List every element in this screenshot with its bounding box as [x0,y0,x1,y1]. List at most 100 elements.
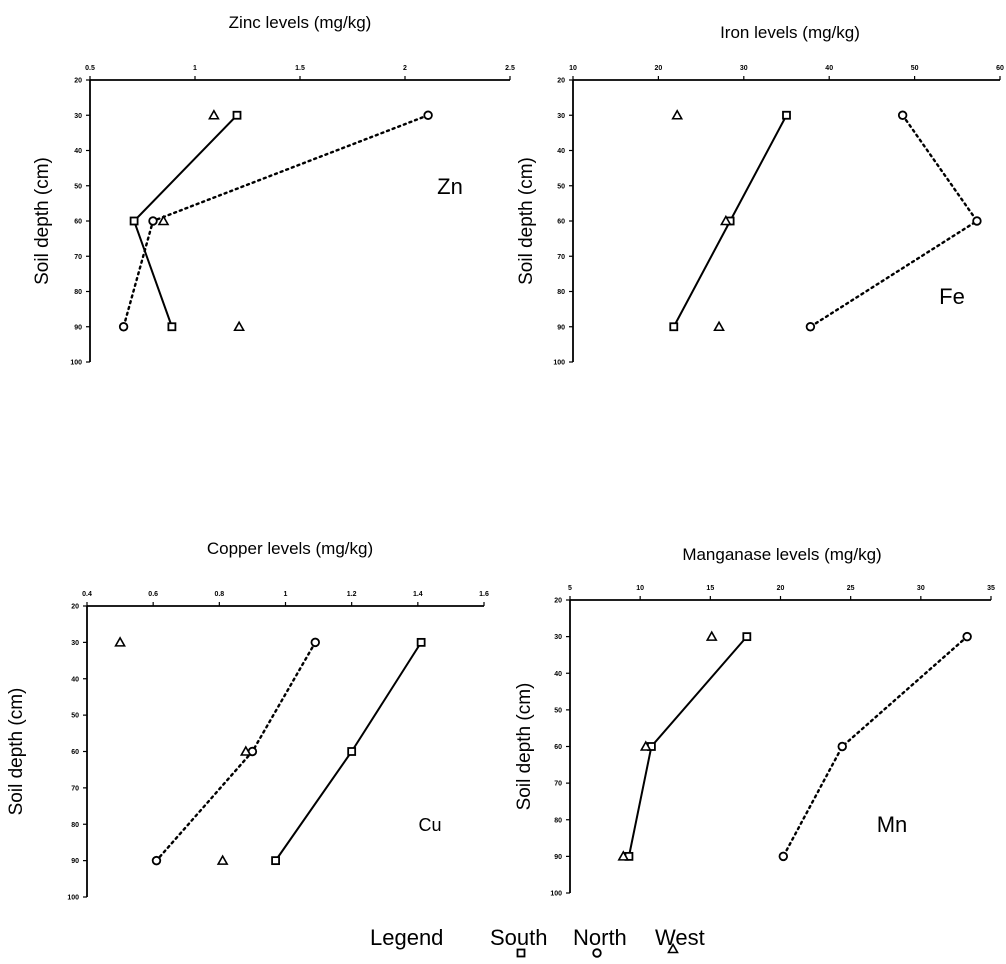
series-line-north [782,635,969,858]
y-tick-label: 40 [557,148,565,155]
y-tick-label: 70 [554,781,562,788]
y-tick-label: 100 [70,360,82,367]
x-tick-label: 30 [917,585,925,592]
data-point-north [962,631,972,642]
data-point-west [239,745,252,756]
y-tick-label: 60 [554,744,562,751]
y-tick-label: 40 [554,671,562,678]
chart-panels: Zinc levels (mg/kg) Soil depth (cm) 0.5 1 1.… [6,13,1004,902]
x-tick-label: 2 [403,65,407,72]
y-tick-label: 20 [71,604,79,611]
legend-marker-north [592,948,602,958]
x-tick-label: 0.4 [82,591,92,598]
y-tick-label: 30 [74,113,82,120]
y-tick-label: 20 [557,78,565,85]
data-point-south [416,637,426,647]
y-tick-label: 100 [550,891,562,898]
y-axis-label: Soil depth (cm) [514,683,535,811]
y-tick-label: 100 [67,895,79,902]
x-tick-label: 10 [636,585,644,592]
data-point-west [719,214,732,226]
x-tick-label: 35 [987,585,995,592]
data-point-north [118,322,129,332]
data-point-west [233,320,245,332]
y-axis-label: Soil depth (cm) [516,157,537,285]
x-tick-label: 40 [825,65,833,72]
data-point-west [705,630,718,641]
x-tick-label: 0.5 [85,65,95,72]
data-point-west [671,109,684,120]
data-point-south [271,856,280,866]
y-axis-label: Soil depth (cm) [32,157,53,285]
y-axis-label: Soil depth (cm) [6,688,27,816]
y-tick-label: 90 [554,854,562,861]
data-point-west [713,320,725,332]
y-tick-label: 60 [71,749,79,756]
data-point-north [310,637,320,648]
y-tick-label: 20 [74,78,82,85]
chart-title: Copper levels (mg/kg) [207,539,373,558]
y-tick-label: 70 [71,785,79,792]
data-point-south [742,632,752,642]
y-tick-label: 70 [557,254,565,261]
legend-label-south: South [490,925,548,950]
y-tick-label: 50 [74,183,82,190]
data-point-south [129,216,139,226]
y-tick-label: 100 [553,360,565,367]
y-tick-label: 80 [554,817,562,824]
data-point-west [157,214,170,226]
y-tick-label: 80 [71,822,79,829]
data-point-west [216,854,229,865]
x-tick-label: 5 [568,585,572,592]
x-tick-label: 30 [740,65,748,72]
x-tick-label: 1 [284,591,288,598]
legend: Legend South North West [370,925,705,958]
data-point-west [208,109,220,120]
data-point-north [148,216,158,226]
data-point-west [639,740,652,751]
legend-title: Legend [370,925,443,950]
y-tick-label: 70 [74,254,82,261]
x-tick-label: 2.5 [505,65,515,72]
data-point-north [778,851,789,862]
legend-marker-west [667,942,679,954]
y-tick-label: 90 [74,324,82,331]
data-point-south [347,747,357,756]
y-tick-label: 90 [71,858,79,865]
element-label: Mn [877,812,908,837]
series-line-north [122,114,430,328]
x-tick-label: 1.5 [295,65,305,72]
data-point-west [617,850,630,861]
chart-panel-mn: Manganase levels (mg/kg) Soil depth (cm) 5… [514,545,995,898]
x-tick-label: 25 [847,585,855,592]
y-tick-label: 30 [557,113,565,120]
y-tick-label: 60 [557,219,565,226]
data-point-south [232,110,242,120]
x-tick-label: 15 [706,585,714,592]
chart-panel-fe: Iron levels (mg/kg) Soil depth (cm) 10 20 30… [516,23,1004,367]
y-tick-label: 40 [74,148,82,155]
x-tick-label: 10 [569,65,577,72]
y-tick-label: 90 [557,324,565,331]
x-tick-label: 1.4 [413,591,423,598]
x-tick-label: 60 [996,65,1004,72]
y-tick-label: 30 [554,634,562,641]
y-tick-label: 80 [557,289,565,296]
chart-panel-cu: Copper levels (mg/kg) Soil depth (cm) 0.4 0… [6,539,489,902]
data-point-north [423,110,433,120]
series-line-north [809,114,979,328]
x-tick-label: 50 [911,65,919,72]
y-tick-label: 50 [557,183,565,190]
series-line-north [155,641,317,862]
chart-panel-zn: Zinc levels (mg/kg) Soil depth (cm) 0.5 1 1.… [32,13,515,367]
data-point-north [151,855,162,866]
x-tick-label: 1.2 [347,591,357,598]
element-label: Cu [418,815,441,835]
element-label: Fe [939,284,965,309]
x-tick-label: 20 [777,585,785,592]
element-label: Zn [437,174,463,199]
x-tick-label: 0.8 [214,591,224,598]
data-point-north [972,216,982,226]
y-tick-label: 30 [71,640,79,647]
